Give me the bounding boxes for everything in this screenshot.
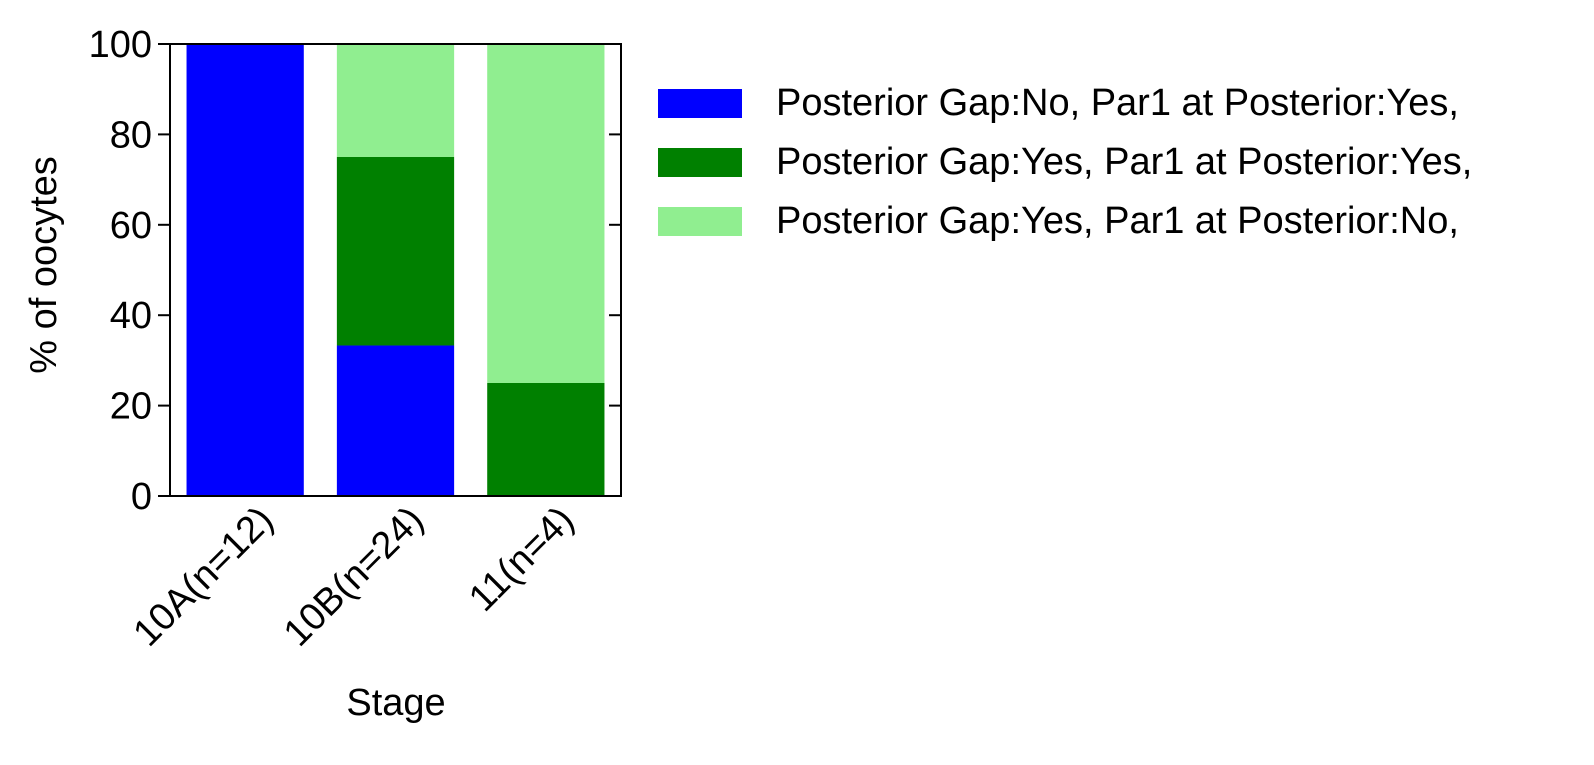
bar-segment — [336, 44, 455, 157]
bar-segment — [336, 157, 455, 346]
axes-group — [169, 43, 622, 497]
y-tick-label: 60 — [110, 205, 152, 247]
y-ticks-group: 0 20 40 60 80 100 — [89, 24, 621, 518]
legend-swatch — [658, 89, 742, 118]
y-tick-label: 100 — [89, 24, 152, 66]
legend-label: Posterior Gap:Yes, Par1 at Posterior:No, — [776, 200, 1459, 242]
y-tick-label: 80 — [110, 114, 152, 156]
x-tick-label: 10B(n=24) — [276, 499, 432, 655]
x-tick-label: 10A(n=12) — [126, 499, 282, 655]
x-ticks-group: 10A(n=12)10B(n=24) 11(n=4) — [126, 499, 583, 655]
legend-swatch — [658, 207, 742, 236]
y-axis-label: % of oocytes — [23, 156, 65, 374]
legend-label: Posterior Gap:Yes, Par1 at Posterior:Yes… — [776, 141, 1473, 183]
legend-swatch — [658, 148, 742, 177]
legend-label: Posterior Gap:No, Par1 at Posterior:Yes, — [776, 82, 1459, 124]
legend: Posterior Gap:No, Par1 at Posterior:Yes,… — [658, 74, 1472, 251]
x-axis-label: Stage — [346, 682, 445, 724]
bar-segment — [487, 383, 605, 496]
plot-frame — [169, 43, 622, 497]
legend-item: Posterior Gap:No, Par1 at Posterior:Yes, — [658, 74, 1472, 133]
bar-segment — [186, 44, 304, 496]
legend-item: Posterior Gap:Yes, Par1 at Posterior:Yes… — [658, 133, 1472, 192]
x-tick-label: 11(n=4) — [461, 499, 582, 620]
bar-segment — [487, 44, 605, 383]
y-tick-label: 40 — [110, 295, 152, 337]
bars-group — [186, 44, 605, 496]
y-tick-label: 20 — [110, 386, 152, 428]
bar-segment — [336, 345, 455, 496]
y-tick-label: 0 — [131, 476, 152, 518]
legend-item: Posterior Gap:Yes, Par1 at Posterior:No, — [658, 192, 1472, 251]
